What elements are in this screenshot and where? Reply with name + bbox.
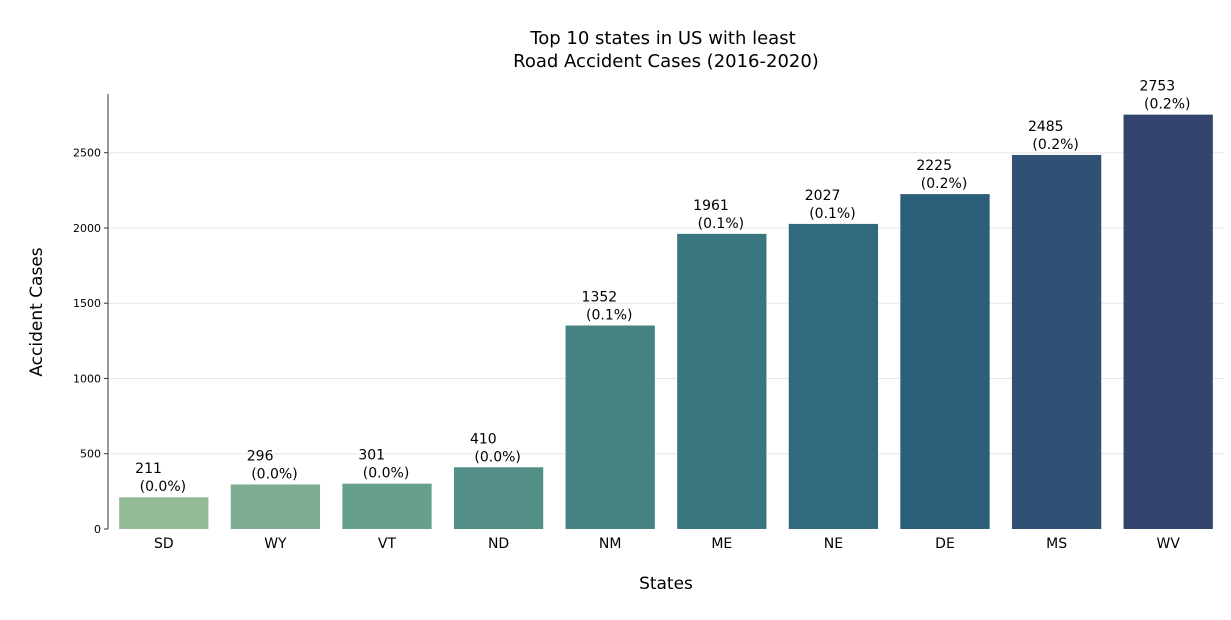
data-label-wy: 296 (0.0%) bbox=[247, 448, 298, 482]
bars bbox=[119, 114, 1213, 530]
data-label-wv: 2753 (0.2%) bbox=[1140, 79, 1191, 113]
bar-nd bbox=[453, 467, 544, 529]
data-label-vt: 301 (0.0%) bbox=[358, 448, 409, 482]
bar-wv bbox=[1123, 114, 1213, 530]
x-axis-ticks: SD WY VT ND NM ME NE DE MS WV bbox=[154, 536, 1180, 552]
x-tick-label-sd: SD bbox=[154, 536, 174, 552]
data-label-nm: 1352 (0.1%) bbox=[582, 289, 633, 323]
x-tick-label-ms: MS bbox=[1046, 536, 1067, 552]
x-tick-label-nd: ND bbox=[488, 536, 509, 552]
y-tick-label: 2500 bbox=[73, 147, 101, 160]
x-tick-label-nm: NM bbox=[599, 536, 622, 552]
data-label-ms: 2485 (0.2%) bbox=[1028, 119, 1079, 153]
bar-de bbox=[900, 194, 990, 529]
y-tick-label: 500 bbox=[80, 448, 101, 461]
data-labels: 211 (0.0%) 296 (0.0%) 301 (0.0%) 410 (0.0%)… bbox=[135, 79, 1190, 496]
data-label-de: 2225 (0.2%) bbox=[916, 158, 967, 192]
x-tick-label-me: ME bbox=[711, 536, 732, 552]
y-axis-ticks: 0 500 1000 1500 2000 2500 bbox=[73, 147, 108, 536]
data-label-ne: 2027 (0.1%) bbox=[805, 188, 856, 222]
data-label-me: 1961 (0.1%) bbox=[693, 198, 744, 232]
y-tick-label: 1500 bbox=[73, 297, 101, 310]
x-tick-label-wv: WV bbox=[1156, 536, 1180, 552]
bar-nm bbox=[565, 325, 655, 529]
x-tick-label-vt: VT bbox=[378, 536, 397, 552]
data-label-sd: 211 (0.0%) bbox=[135, 461, 186, 495]
x-tick-label-de: DE bbox=[935, 536, 955, 552]
bar-vt bbox=[342, 483, 432, 529]
bar-me bbox=[677, 233, 767, 529]
data-label-nd: 410 (0.0%) bbox=[470, 431, 521, 465]
bar-sd bbox=[119, 497, 209, 529]
y-tick-label: 0 bbox=[94, 523, 101, 536]
y-tick-label: 1000 bbox=[73, 372, 101, 385]
bar-wy bbox=[230, 484, 321, 529]
x-tick-label-wy: WY bbox=[264, 536, 287, 552]
chart-title-line-2: Road Accident Cases (2016-2020) bbox=[513, 51, 819, 72]
y-axis-label: Accident Cases bbox=[27, 247, 47, 376]
x-tick-label-ne: NE bbox=[824, 536, 843, 552]
bar-ne bbox=[788, 223, 879, 529]
y-tick-label: 2000 bbox=[73, 222, 101, 235]
x-axis-label: States bbox=[639, 574, 693, 594]
chart-title-line-1: Top 10 states in US with least bbox=[529, 28, 795, 49]
bar-ms bbox=[1011, 154, 1102, 529]
